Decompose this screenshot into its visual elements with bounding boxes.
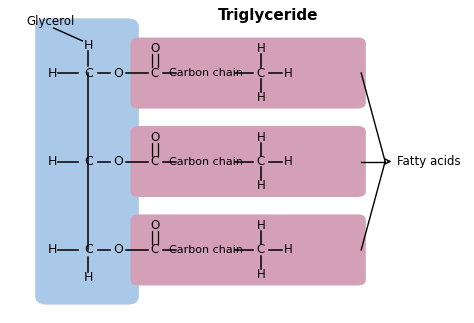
Text: C: C — [151, 244, 159, 256]
Text: C: C — [151, 67, 159, 79]
Text: Glycerol: Glycerol — [26, 15, 74, 28]
Text: C: C — [84, 155, 92, 168]
Text: Triglyceride: Triglyceride — [218, 8, 318, 23]
Text: H: H — [284, 244, 293, 256]
Text: H: H — [256, 179, 265, 192]
FancyBboxPatch shape — [130, 214, 366, 286]
Text: H: H — [48, 244, 57, 256]
Text: O: O — [113, 244, 123, 256]
Text: H: H — [83, 271, 93, 284]
Text: H: H — [256, 219, 265, 232]
Text: Fatty acids: Fatty acids — [397, 155, 460, 168]
Text: C: C — [84, 244, 92, 256]
Text: C: C — [257, 155, 265, 168]
Text: Carbon chain: Carbon chain — [169, 245, 243, 255]
Text: Carbon chain: Carbon chain — [169, 157, 243, 166]
Text: H: H — [284, 155, 293, 168]
Text: H: H — [256, 42, 265, 56]
Text: Carbon chain: Carbon chain — [169, 68, 243, 78]
Text: C: C — [84, 67, 92, 79]
Text: H: H — [256, 131, 265, 144]
Text: O: O — [150, 131, 160, 144]
Text: O: O — [113, 155, 123, 168]
FancyBboxPatch shape — [35, 18, 139, 305]
Text: H: H — [48, 67, 57, 79]
FancyBboxPatch shape — [130, 37, 366, 109]
Text: O: O — [113, 67, 123, 79]
Text: H: H — [83, 39, 93, 52]
Text: H: H — [48, 155, 57, 168]
Text: C: C — [151, 155, 159, 168]
FancyBboxPatch shape — [130, 126, 366, 197]
Text: H: H — [256, 91, 265, 104]
Text: H: H — [284, 67, 293, 79]
Text: H: H — [256, 267, 265, 281]
Text: C: C — [257, 244, 265, 256]
Text: O: O — [150, 219, 160, 232]
Text: C: C — [257, 67, 265, 79]
Text: O: O — [150, 42, 160, 56]
